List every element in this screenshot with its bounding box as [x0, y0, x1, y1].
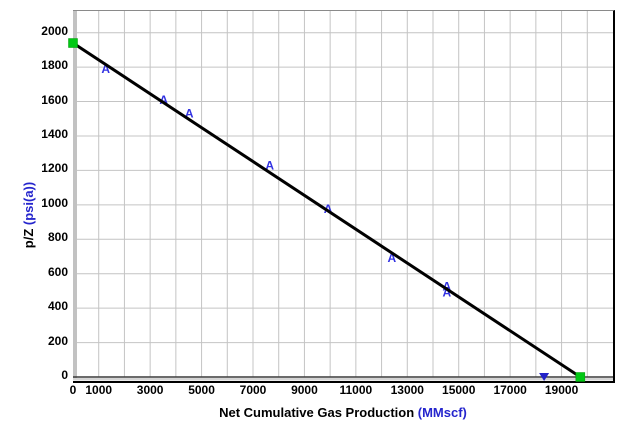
x-tick-label: 9000: [291, 383, 318, 397]
x-tick-label: 11000: [339, 383, 373, 397]
x-tick-label: 19000: [544, 383, 579, 397]
data-point-A: A: [443, 280, 452, 294]
y-axis-title: p/Z (psi(a)): [21, 115, 41, 315]
data-point-A: A: [185, 107, 194, 121]
y-tick-label: 400: [47, 299, 68, 314]
x-axis-unit: (MMscf): [417, 405, 467, 420]
y-tick-label: 200: [47, 333, 68, 348]
x-tick-label: 13000: [390, 383, 424, 397]
plot-svg: AAAAAAAA: [68, 11, 613, 382]
x-tick-label: 7000: [239, 383, 267, 397]
abandonment-marker: [539, 373, 550, 381]
y-tick-label: 1600: [41, 92, 68, 107]
initial-pz-handle[interactable]: [68, 38, 78, 48]
x-axis-title-text: Net Cumulative Gas Production: [219, 405, 418, 420]
material-balance-trend-line[interactable]: [72, 41, 582, 379]
data-point-A: A: [101, 62, 110, 76]
y-tick-label: 1400: [41, 126, 68, 141]
y-tick-label: 2000: [41, 23, 68, 38]
y-tick-label: 800: [47, 230, 68, 245]
data-point-A: A: [265, 158, 274, 172]
data-point-A: A: [324, 202, 333, 216]
y-tick-label: 1000: [41, 195, 68, 210]
x-axis-groove: [73, 378, 613, 381]
y-axis-band: [73, 11, 77, 378]
x-tick-label: 17000: [493, 383, 527, 397]
plot-area[interactable]: AAAAAAAA: [68, 10, 615, 383]
ogip-handle[interactable]: [575, 372, 586, 382]
x-axis-title: Net Cumulative Gas Production (MMscf): [193, 405, 493, 420]
y-tick-label: 1200: [41, 161, 68, 176]
x-tick-label: 1000: [85, 383, 113, 397]
x-tick-label: 3000: [136, 383, 164, 397]
data-point-A: A: [388, 251, 397, 265]
y-tick-label: 600: [47, 264, 68, 279]
y-tick-label: 1800: [41, 58, 68, 73]
x-tick-label: 15000: [442, 383, 476, 397]
x-tick-label: 0: [69, 383, 77, 397]
data-point-A: A: [443, 286, 452, 300]
y-tick-label: 0: [61, 368, 68, 382]
data-point-A: A: [159, 93, 168, 107]
x-tick-label: 5000: [188, 383, 215, 397]
